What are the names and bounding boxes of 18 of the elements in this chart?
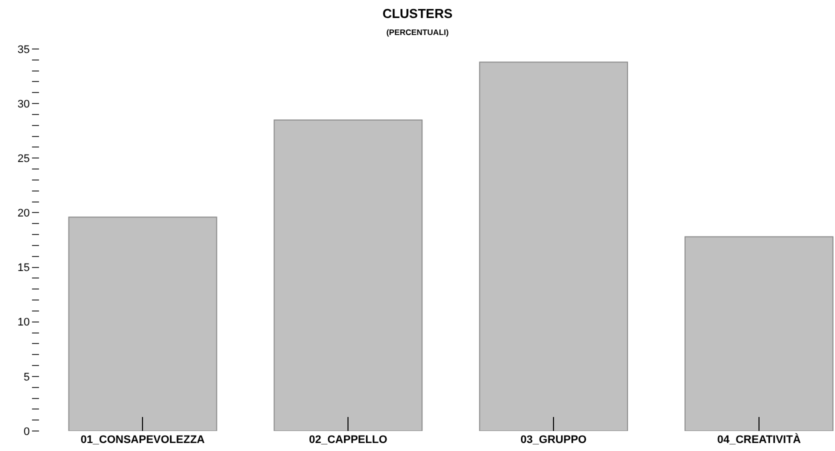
y-tick-label: 5 xyxy=(24,371,30,384)
x-tick-label: 03_GRUPPO xyxy=(520,434,588,446)
bar xyxy=(684,236,834,431)
x-tick-label: 01_CONSAPEVOLEZZA xyxy=(80,434,205,446)
x-tick-label: 04_CREATIVITÀ xyxy=(717,433,801,446)
y-tick-label: 30 xyxy=(18,98,30,110)
bar xyxy=(274,119,423,431)
bar xyxy=(68,216,218,431)
y-tick-label: 25 xyxy=(18,152,30,165)
chart-title: CLUSTERS xyxy=(382,6,453,22)
y-tick-label: 20 xyxy=(18,208,30,220)
y-tick-label: 15 xyxy=(18,262,30,274)
bar xyxy=(479,62,628,431)
chart-subtitle: (PERCENTUALI) xyxy=(386,28,449,37)
y-tick-label: 35 xyxy=(18,44,30,56)
x-tick-label: 02_CAPPELLO xyxy=(309,434,388,446)
y-tick-label: 0 xyxy=(24,426,30,438)
y-tick-label: 10 xyxy=(18,316,30,329)
